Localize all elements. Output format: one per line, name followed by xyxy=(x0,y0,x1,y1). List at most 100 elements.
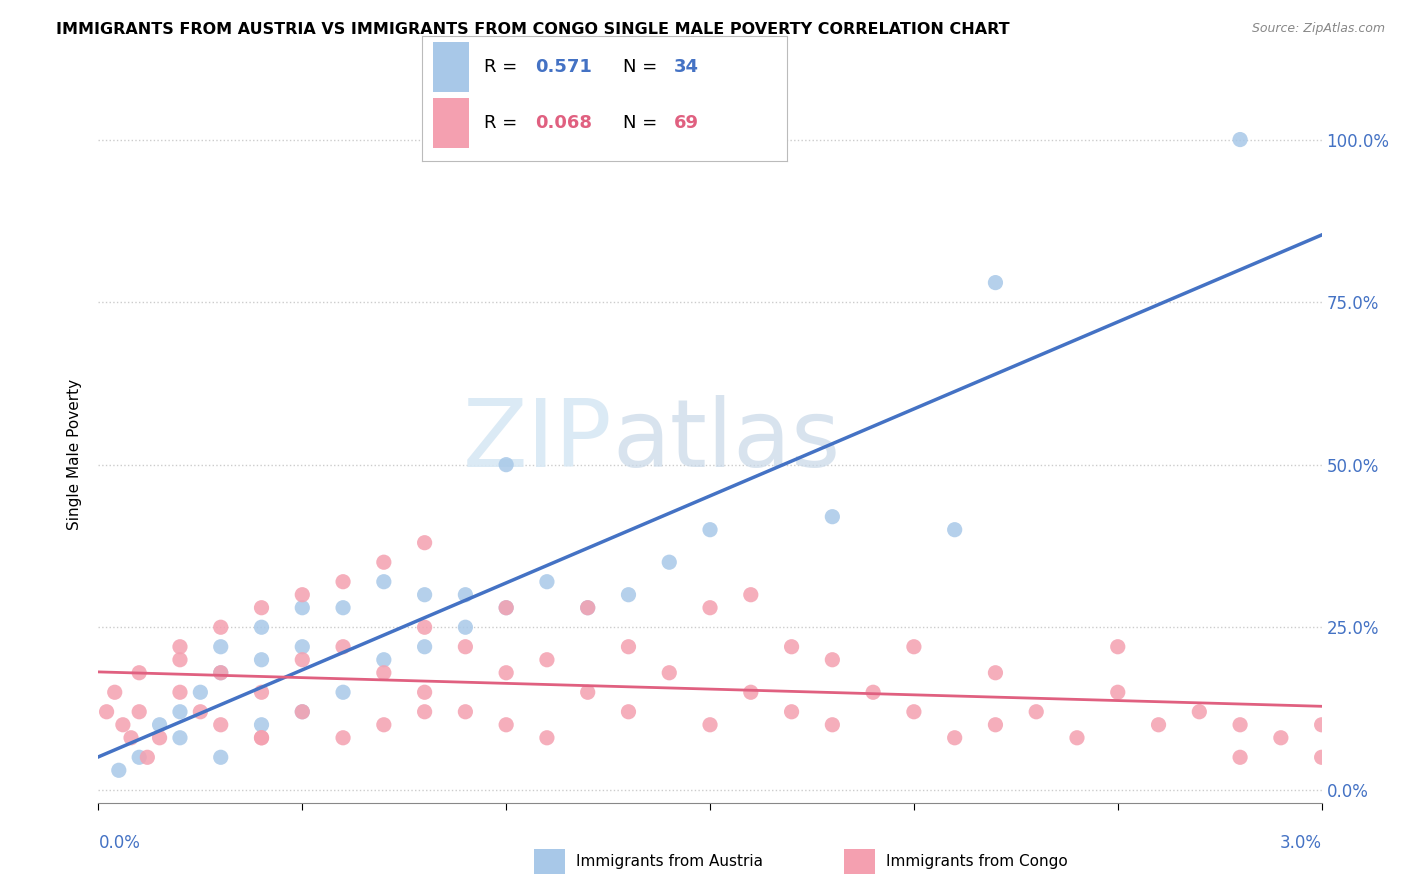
Point xyxy=(1188,705,1211,719)
Point xyxy=(291,588,314,602)
Text: 0.068: 0.068 xyxy=(536,114,592,132)
Point xyxy=(188,685,212,699)
Point xyxy=(1229,718,1251,732)
Point xyxy=(250,731,273,745)
Point xyxy=(96,705,118,719)
Point xyxy=(332,640,354,654)
Point xyxy=(128,750,150,764)
Point xyxy=(209,665,232,680)
Point xyxy=(373,653,395,667)
Point xyxy=(780,705,803,719)
Point xyxy=(108,764,131,778)
Point xyxy=(454,588,477,602)
Point xyxy=(104,685,127,699)
Point xyxy=(291,640,314,654)
Point xyxy=(862,685,884,699)
Point xyxy=(373,555,395,569)
Point xyxy=(536,731,558,745)
Point xyxy=(209,750,232,764)
Point xyxy=(780,640,803,654)
Point xyxy=(1229,750,1251,764)
Point xyxy=(617,705,640,719)
Point xyxy=(1025,705,1047,719)
FancyBboxPatch shape xyxy=(433,42,470,92)
Point xyxy=(413,640,436,654)
Point xyxy=(128,665,150,680)
Point xyxy=(821,509,844,524)
Text: 0.0%: 0.0% xyxy=(98,834,141,852)
Point xyxy=(149,731,172,745)
Point xyxy=(250,620,273,634)
Point xyxy=(250,718,273,732)
Point xyxy=(536,653,558,667)
Text: 69: 69 xyxy=(673,114,699,132)
Text: N =: N = xyxy=(623,58,662,76)
Point xyxy=(332,685,354,699)
Point xyxy=(169,640,191,654)
Point xyxy=(495,600,517,615)
FancyBboxPatch shape xyxy=(433,98,470,148)
Point xyxy=(1310,718,1333,732)
Point xyxy=(169,705,191,719)
Point xyxy=(291,705,314,719)
Point xyxy=(903,705,925,719)
Point xyxy=(169,731,191,745)
Point xyxy=(495,718,517,732)
Point xyxy=(495,458,517,472)
Point xyxy=(373,574,395,589)
Point xyxy=(413,535,436,549)
Point xyxy=(373,665,395,680)
Point xyxy=(149,718,172,732)
Text: Immigrants from Congo: Immigrants from Congo xyxy=(886,855,1067,869)
Point xyxy=(291,653,314,667)
Text: 0.571: 0.571 xyxy=(536,58,592,76)
Point xyxy=(658,555,681,569)
Point xyxy=(984,718,1007,732)
Point xyxy=(413,620,436,634)
Point xyxy=(943,523,966,537)
Point xyxy=(699,600,721,615)
Text: R =: R = xyxy=(484,58,523,76)
Point xyxy=(169,685,191,699)
Point xyxy=(332,574,354,589)
Point xyxy=(740,588,762,602)
Y-axis label: Single Male Poverty: Single Male Poverty xyxy=(67,379,83,531)
Point xyxy=(1107,640,1129,654)
Point xyxy=(495,600,517,615)
Point xyxy=(413,588,436,602)
Point xyxy=(903,640,925,654)
Point xyxy=(1066,731,1088,745)
Point xyxy=(209,665,232,680)
Text: N =: N = xyxy=(623,114,662,132)
Point xyxy=(1147,718,1170,732)
Point xyxy=(169,653,191,667)
Point xyxy=(291,600,314,615)
Point xyxy=(617,588,640,602)
Point xyxy=(120,731,142,745)
Text: R =: R = xyxy=(484,114,523,132)
Point xyxy=(413,705,436,719)
Point xyxy=(740,685,762,699)
Point xyxy=(454,640,477,654)
Text: 3.0%: 3.0% xyxy=(1279,834,1322,852)
Text: Immigrants from Austria: Immigrants from Austria xyxy=(576,855,763,869)
Point xyxy=(576,600,599,615)
Point xyxy=(1229,132,1251,146)
Point xyxy=(1310,750,1333,764)
Point xyxy=(617,640,640,654)
Text: Source: ZipAtlas.com: Source: ZipAtlas.com xyxy=(1251,22,1385,36)
Point xyxy=(332,731,354,745)
Point xyxy=(943,731,966,745)
Point xyxy=(536,574,558,589)
Point xyxy=(984,665,1007,680)
Point xyxy=(111,718,134,732)
Point xyxy=(658,665,681,680)
Point xyxy=(188,705,212,719)
Point xyxy=(576,685,599,699)
Point xyxy=(250,653,273,667)
Point xyxy=(1270,731,1292,745)
Point xyxy=(373,718,395,732)
Point xyxy=(209,620,232,634)
Point xyxy=(209,718,232,732)
Point xyxy=(250,685,273,699)
